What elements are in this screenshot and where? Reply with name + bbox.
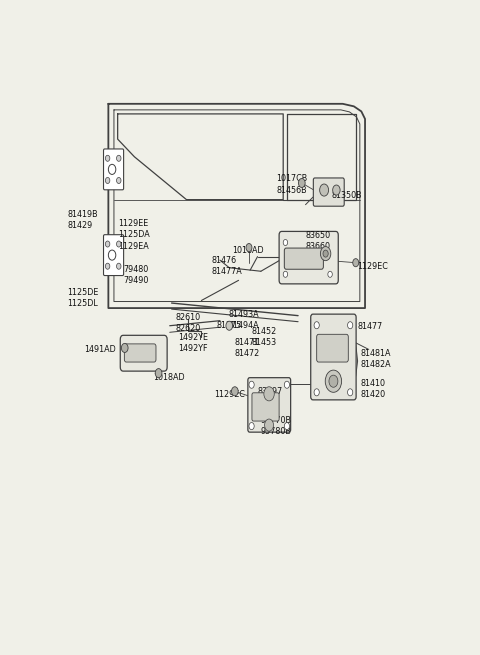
FancyBboxPatch shape [104,149,124,190]
Text: 1129EE
1125DA
1129EA: 1129EE 1125DA 1129EA [118,219,149,251]
Text: 81471
81472: 81471 81472 [235,338,260,358]
Circle shape [353,259,359,267]
FancyBboxPatch shape [313,178,344,206]
Circle shape [249,422,254,430]
Circle shape [264,419,274,431]
Circle shape [329,375,338,387]
Circle shape [264,386,274,401]
Circle shape [323,250,328,257]
Circle shape [246,244,252,252]
Circle shape [121,343,128,352]
FancyBboxPatch shape [120,335,167,371]
FancyBboxPatch shape [279,231,338,284]
Text: 81350B: 81350B [332,191,362,200]
Circle shape [328,271,332,277]
Circle shape [321,246,331,261]
Circle shape [314,322,319,329]
Text: 1125DE
1125DL: 1125DE 1125DL [67,288,99,308]
Text: 81452
81453: 81452 81453 [252,327,277,347]
Circle shape [325,370,342,392]
Circle shape [108,250,116,260]
Text: 95770B
95780B: 95770B 95780B [260,415,291,436]
Circle shape [117,241,121,247]
Text: 81493A
81494A: 81493A 81494A [228,310,259,329]
Circle shape [348,389,353,396]
Text: 81476
81477A: 81476 81477A [212,256,242,276]
FancyBboxPatch shape [252,393,279,421]
Text: 82610
82620: 82610 82620 [175,312,201,333]
Text: 81419B
81429: 81419B 81429 [67,210,98,230]
Circle shape [284,381,289,388]
Circle shape [226,321,233,330]
Circle shape [117,178,121,183]
Text: 83397: 83397 [257,387,282,396]
Circle shape [108,164,116,174]
Circle shape [106,178,110,183]
Circle shape [348,322,353,329]
Circle shape [155,369,162,378]
Text: 1129EC: 1129EC [215,390,245,399]
Circle shape [106,155,110,161]
Text: 1018AD: 1018AD [232,246,264,255]
Circle shape [299,178,305,187]
Circle shape [283,271,288,277]
Text: 1491AD: 1491AD [84,345,116,354]
FancyBboxPatch shape [248,378,290,432]
Text: 81375: 81375 [216,321,241,330]
Text: 81481A
81482A: 81481A 81482A [360,349,391,369]
FancyBboxPatch shape [317,334,348,362]
Circle shape [106,263,110,269]
Circle shape [284,422,289,430]
Text: 1129EC: 1129EC [358,262,388,271]
FancyBboxPatch shape [311,314,356,400]
Circle shape [117,155,121,161]
Circle shape [117,263,121,269]
FancyBboxPatch shape [124,344,156,362]
Text: 81410
81420: 81410 81420 [360,379,386,399]
Text: 1017CB
81456B: 1017CB 81456B [276,174,308,195]
Circle shape [231,386,238,396]
Circle shape [320,184,329,196]
Circle shape [249,381,254,388]
Circle shape [314,389,319,396]
Text: 79480
79490: 79480 79490 [123,265,149,286]
Text: 83650
83660: 83650 83660 [305,231,331,251]
Circle shape [333,185,340,195]
Circle shape [283,240,288,246]
FancyBboxPatch shape [104,234,124,276]
Text: 81477: 81477 [358,322,383,331]
Circle shape [106,241,110,247]
Text: 1492YE
1492YF: 1492YE 1492YF [178,333,208,354]
FancyBboxPatch shape [284,248,324,269]
Text: 1018AD: 1018AD [153,373,185,382]
